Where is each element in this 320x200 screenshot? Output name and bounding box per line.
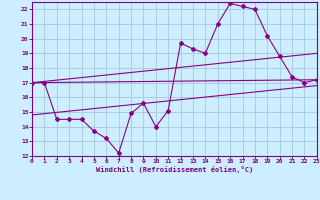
X-axis label: Windchill (Refroidissement éolien,°C): Windchill (Refroidissement éolien,°C) xyxy=(96,166,253,173)
